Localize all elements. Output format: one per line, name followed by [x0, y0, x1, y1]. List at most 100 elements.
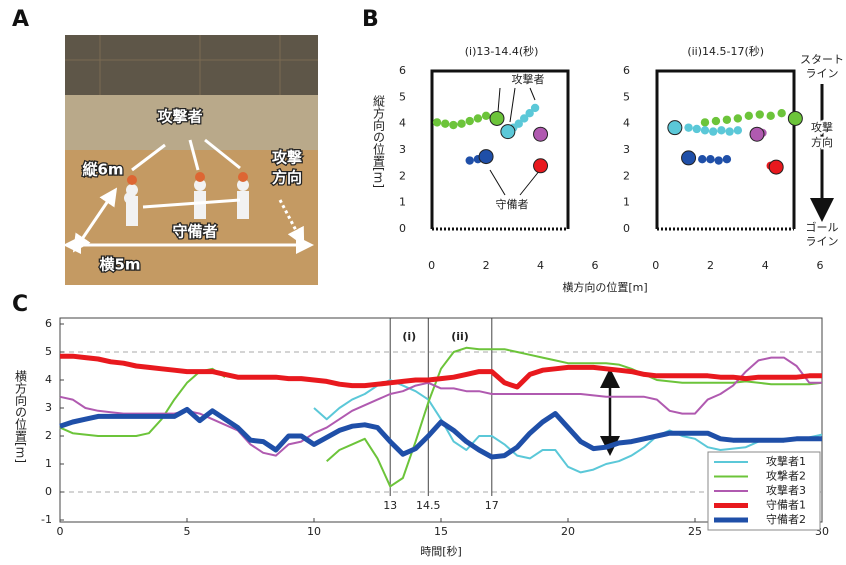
y-tick-label: 0 — [399, 222, 406, 235]
player-position — [682, 151, 696, 165]
panel-label: A — [12, 7, 29, 32]
y-tick-label: 2 — [45, 429, 52, 442]
chart-title: (ii)14.5-17(秒) — [687, 44, 764, 58]
y-tick-label: 5 — [45, 345, 52, 358]
x-tick-label: 2 — [707, 259, 714, 272]
side-label: スタート — [800, 53, 844, 66]
y-tick-label: 1 — [399, 196, 406, 209]
side-label: ライン — [806, 67, 839, 80]
x-tick-label: 0 — [428, 259, 435, 272]
player-position — [717, 126, 725, 134]
period-label: (ii) — [451, 330, 469, 343]
x-tick-label: 5 — [184, 525, 191, 538]
x-tick-label: 6 — [817, 259, 824, 272]
y-tick-label: 0 — [45, 485, 52, 498]
panel-label: B — [362, 7, 379, 32]
annotation: 攻撃者 — [512, 72, 545, 86]
player-position — [756, 110, 764, 118]
legend-label: 攻撃者2 — [766, 469, 806, 483]
side-label: 方向 — [811, 135, 833, 149]
player-position — [714, 156, 722, 164]
y-tick-label: 2 — [399, 169, 406, 182]
y-tick-label: 4 — [45, 373, 52, 386]
player-position — [725, 127, 733, 135]
player-position — [712, 117, 720, 125]
y-tick-label: 5 — [623, 90, 630, 103]
player-position — [684, 123, 692, 131]
player-position — [668, 121, 682, 135]
y-tick-label: 2 — [623, 169, 630, 182]
y-tick-label: 4 — [623, 117, 630, 130]
photo: 攻撃者 縦6m 攻撃 方向 守備者 横5m — [65, 35, 318, 285]
player-position — [534, 127, 548, 141]
y-tick-label: 5 — [399, 90, 406, 103]
player-position — [449, 121, 457, 129]
player-position — [706, 155, 714, 163]
photo-label: 縦6m — [82, 161, 123, 179]
x-tick-label: 20 — [561, 525, 575, 538]
x-tick-label: 0 — [57, 525, 64, 538]
photo-label: 攻撃 — [272, 149, 302, 167]
x-tick-label: 10 — [307, 525, 321, 538]
x-tick-label: 0 — [652, 259, 659, 272]
series-line — [60, 409, 822, 457]
player-position — [734, 114, 742, 122]
annotation-line — [490, 88, 540, 195]
player-position — [482, 112, 490, 120]
player-position — [433, 118, 441, 126]
player-position — [701, 118, 709, 126]
y-tick-label: 6 — [399, 64, 406, 77]
y-tick-label: 3 — [45, 401, 52, 414]
x-tick-label: 4 — [762, 259, 769, 272]
y-tick-label: 6 — [45, 317, 52, 330]
y-axis-label: 縦方向の位置[m] — [372, 95, 386, 189]
x-tick-label: 2 — [483, 259, 490, 272]
y-tick-label: 6 — [623, 64, 630, 77]
player-position — [466, 117, 474, 125]
photo-label: 守備者 — [172, 223, 217, 241]
x-tick-label: 25 — [688, 525, 702, 538]
figure: A B C 攻撃者 縦6m 攻撃 方向 守備者 横5m 縦方向の位置[m] 横方… — [0, 0, 846, 565]
player-position — [745, 112, 753, 120]
x-tick-label: 6 — [592, 259, 599, 272]
player-position — [788, 111, 802, 125]
x-tick-label: 4 — [537, 259, 544, 272]
player-position — [441, 120, 449, 128]
chart-title: (i)13-14.4(秒) — [465, 44, 539, 58]
panel-label: C — [12, 292, 28, 317]
player-position — [767, 112, 775, 120]
player-position — [777, 109, 785, 117]
photo-label: 攻撃者 — [157, 108, 202, 126]
player-position — [698, 155, 706, 163]
period-tick-label: 13 — [383, 499, 397, 512]
legend-label: 攻撃者3 — [766, 483, 806, 497]
player-position — [701, 126, 709, 134]
player-position — [709, 127, 717, 135]
player-position — [769, 160, 783, 174]
side-label: ゴール — [806, 220, 839, 234]
player-position — [723, 116, 731, 124]
y-tick-label: 1 — [623, 196, 630, 209]
player-position — [750, 127, 764, 141]
annotation: 守備者 — [496, 197, 529, 211]
y-tick-label: 0 — [623, 222, 630, 235]
y-tick-label: 3 — [399, 143, 406, 156]
player-position — [734, 126, 742, 134]
player-position — [534, 159, 548, 173]
player-position — [723, 155, 731, 163]
legend-label: 守備者2 — [766, 512, 806, 526]
photo-label: 方向 — [272, 169, 302, 187]
player-position — [490, 111, 504, 125]
legend-label: 攻撃者1 — [766, 454, 806, 468]
y-tick-label: 1 — [45, 457, 52, 470]
x-tick-label: 15 — [434, 525, 448, 538]
player-position — [457, 120, 465, 128]
legend-label: 守備者1 — [766, 498, 806, 512]
y-axis-label: 横方向の位置[m] — [14, 370, 28, 464]
side-label: ライン — [806, 235, 839, 248]
player-position — [474, 114, 482, 122]
y-tick-label: -1 — [41, 513, 52, 526]
period-label: (i) — [402, 330, 416, 343]
y-tick-label: 4 — [399, 117, 406, 130]
player-position — [693, 125, 701, 133]
